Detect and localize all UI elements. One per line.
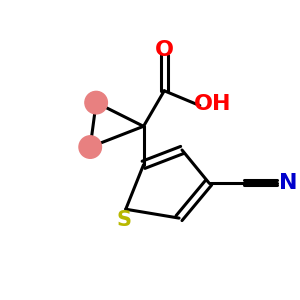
- Circle shape: [79, 136, 101, 158]
- Text: O: O: [155, 40, 174, 60]
- Text: S: S: [117, 211, 132, 230]
- Circle shape: [85, 92, 107, 114]
- Text: N: N: [279, 172, 297, 193]
- Text: OH: OH: [194, 94, 231, 114]
